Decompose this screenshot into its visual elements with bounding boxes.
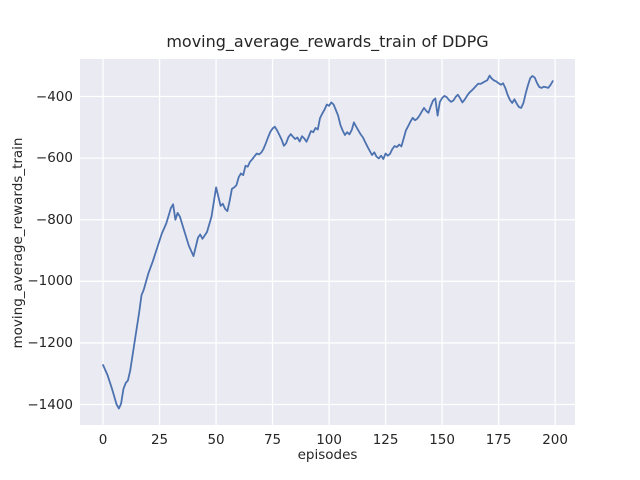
chart-title: moving_average_rewards_train of DDPG xyxy=(166,32,489,51)
x-tick-label: 125 xyxy=(372,432,399,448)
y-axis-label: moving_average_rewards_train xyxy=(10,137,26,349)
x-tick-label: 150 xyxy=(429,432,455,448)
y-tick-label: −1400 xyxy=(27,396,73,413)
x-tick-label: 175 xyxy=(485,432,512,448)
y-tick-label: −1000 xyxy=(27,273,73,290)
y-tick-label: −800 xyxy=(35,211,73,228)
y-tick-label: −1200 xyxy=(27,334,73,351)
plot-area xyxy=(80,59,575,425)
x-tick-label: 25 xyxy=(150,432,169,448)
x-tick-label: 75 xyxy=(263,432,282,448)
x-tick-label: 100 xyxy=(316,432,342,448)
x-tick-label: 200 xyxy=(542,432,568,448)
y-tick-label: −600 xyxy=(35,150,73,167)
x-axis-label: episodes xyxy=(297,447,358,463)
x-tick-label: 50 xyxy=(207,432,225,448)
x-tick-label: 0 xyxy=(98,432,108,448)
y-tick-label: −400 xyxy=(35,88,73,105)
